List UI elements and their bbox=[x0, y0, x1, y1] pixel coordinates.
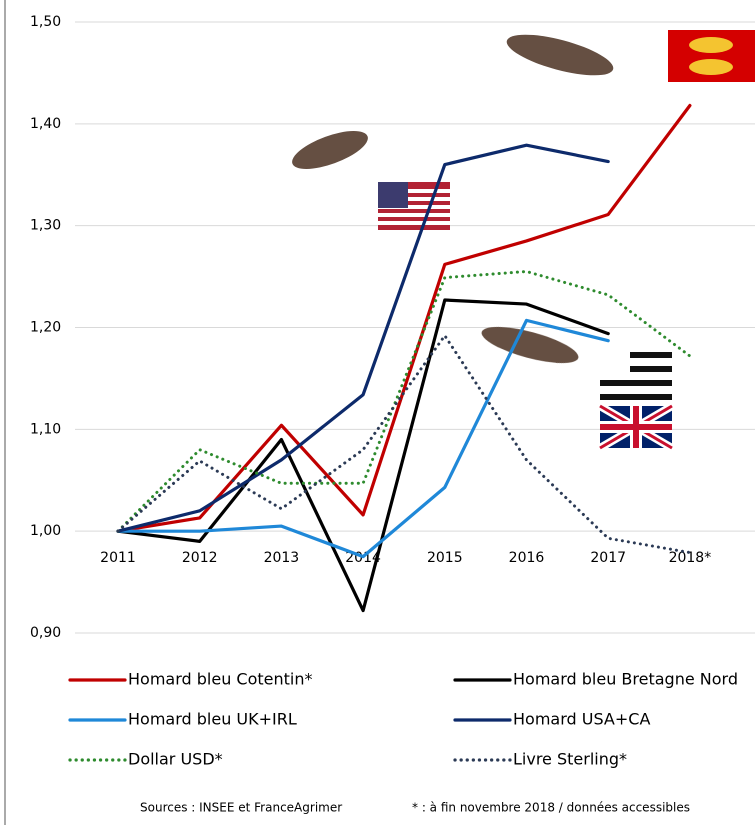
decorations bbox=[292, 30, 755, 452]
series-line bbox=[116, 298, 610, 613]
x-tick-label: 2013 bbox=[264, 550, 300, 566]
y-tick-label: 1,40 bbox=[30, 116, 61, 132]
legend-label: Livre Sterling* bbox=[513, 750, 627, 769]
normandy-flag bbox=[668, 30, 755, 82]
y-tick-label: 0,90 bbox=[30, 625, 61, 641]
series-line bbox=[116, 334, 692, 555]
legend-label: Homard bleu Cotentin* bbox=[128, 670, 313, 689]
series-line bbox=[116, 318, 610, 559]
x-tick-label: 2011 bbox=[100, 550, 136, 566]
x-tick-label: 2012 bbox=[182, 550, 218, 566]
series-line bbox=[116, 269, 692, 533]
y-tick-label: 1,00 bbox=[30, 523, 61, 539]
y-tick-label: 1,10 bbox=[30, 421, 61, 437]
x-tick-label: 2016 bbox=[509, 550, 545, 566]
footnote: * : à fin novembre 2018 / données access… bbox=[412, 801, 690, 815]
legend-label: Homard USA+CA bbox=[513, 710, 650, 729]
y-tick-label: 1,20 bbox=[30, 320, 61, 336]
source-note: Sources : INSEE et FranceAgrimer bbox=[140, 801, 342, 815]
x-tick-label: 2017 bbox=[590, 550, 626, 566]
legend-label: Dollar USD* bbox=[128, 750, 223, 769]
x-tick-label: 2018* bbox=[669, 550, 712, 566]
brittany-flag bbox=[600, 352, 672, 400]
lobster bbox=[292, 34, 614, 364]
legend-label: Homard bleu Bretagne Nord bbox=[513, 670, 738, 689]
us-flag bbox=[378, 182, 450, 230]
legend-label: Homard bleu UK+IRL bbox=[128, 710, 297, 729]
y-tick-label: 1,30 bbox=[30, 218, 61, 234]
series-line bbox=[116, 103, 692, 533]
y-tick-label: 1,50 bbox=[30, 14, 61, 30]
uk-flag bbox=[597, 402, 675, 452]
x-tick-label: 2015 bbox=[427, 550, 463, 566]
series-line bbox=[116, 143, 610, 533]
